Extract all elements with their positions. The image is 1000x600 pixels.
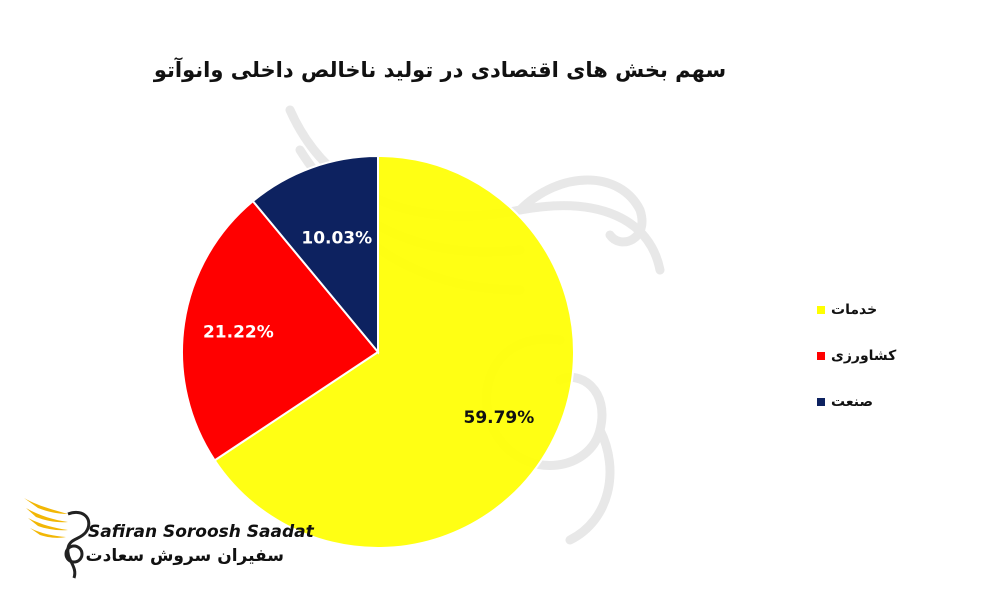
legend-item-3: صنعت xyxy=(805,390,915,414)
legend-label-2: کشاورزی xyxy=(831,348,897,364)
pie-slice-label-2: 21.22% xyxy=(203,322,274,342)
logo-wings-icon xyxy=(24,498,91,579)
legend-label-3: صنعت xyxy=(831,394,873,410)
legend-item-1: خدمات xyxy=(805,298,915,322)
legend-swatch-1 xyxy=(817,306,825,314)
legend-item-2: کشاورزی xyxy=(805,344,915,368)
logo-text-en: Safiran Soroosh Saadat xyxy=(88,522,314,542)
logo-text-fa: سفیران سروش سعادت xyxy=(85,546,284,566)
pie-slice-2 xyxy=(181,199,380,462)
pie-slice-3 xyxy=(251,154,379,355)
legend-label-1: خدمات xyxy=(831,302,878,318)
pie-slice-label-1: 59.79% xyxy=(463,408,534,428)
pie-slice-label-3: 10.03% xyxy=(301,229,372,249)
chart-title: سهم بخش های اقتصادی در تولید ناخالص داخل… xyxy=(153,58,727,82)
legend-swatch-3 xyxy=(817,398,825,406)
logo: Safiran Soroosh Saadat سفیران سروش سعادت xyxy=(18,492,314,588)
legend: خدمات کشاورزی صنعت xyxy=(805,298,915,436)
pie-slice-1 xyxy=(213,154,575,549)
legend-swatch-2 xyxy=(817,352,825,360)
